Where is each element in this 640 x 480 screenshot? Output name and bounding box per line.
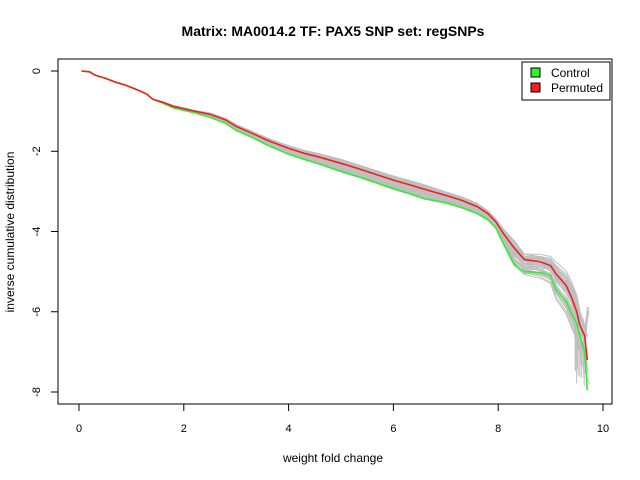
plot-frame xyxy=(57,58,613,405)
permutation-curve xyxy=(81,70,576,372)
permutation-curve xyxy=(81,70,585,386)
permutation-curve xyxy=(81,70,579,369)
series-line-control xyxy=(81,70,589,391)
legend-swatch-permuted xyxy=(530,82,541,93)
permutation-curve xyxy=(81,70,580,319)
legend-label-permuted: Permuted xyxy=(551,81,603,95)
y-tick-label: -4 xyxy=(31,227,43,237)
permutation-curve xyxy=(81,70,576,360)
legend: Control Permuted xyxy=(521,61,611,101)
permutation-curve xyxy=(81,70,585,379)
permutation-curve xyxy=(81,70,587,341)
permutation-curve xyxy=(81,70,587,376)
series-layer xyxy=(81,70,589,391)
legend-swatch-control xyxy=(530,67,541,78)
permutation-curve xyxy=(81,70,585,336)
permutation-curve xyxy=(81,70,581,377)
y-tick-label: -6 xyxy=(31,307,43,317)
permutation-curve xyxy=(81,70,584,338)
permutation-curve xyxy=(81,70,577,349)
permutation-curve xyxy=(81,70,582,378)
y-axis: 0 -2 -4 -6 -8 xyxy=(31,68,59,397)
permutation-curve xyxy=(81,70,578,336)
y-axis-label: inverse cumulative distribution xyxy=(3,152,17,313)
permutation-curve xyxy=(81,70,585,363)
permutation-curve xyxy=(81,70,583,334)
chart-title: Matrix: MA0014.2 TF: PAX5 SNP set: regSN… xyxy=(182,23,485,39)
permutation-curve xyxy=(81,70,582,323)
y-tick-label: -8 xyxy=(31,387,43,397)
permutation-curve xyxy=(81,70,584,362)
permutation-curve xyxy=(81,70,579,349)
permutation-curve xyxy=(81,70,576,338)
permutation-curve xyxy=(81,70,588,341)
legend-box xyxy=(521,61,611,101)
x-tick-label: 4 xyxy=(286,423,292,435)
y-tick-label: -2 xyxy=(31,146,43,156)
permutation-curve xyxy=(81,70,585,374)
permutation-curve xyxy=(81,70,582,367)
permutation-curve xyxy=(81,70,590,338)
permutation-curve xyxy=(81,70,586,364)
series-line-permuted xyxy=(81,70,589,360)
permutation-curve xyxy=(81,70,582,336)
legend-label-control: Control xyxy=(551,66,590,80)
permutation-curve xyxy=(81,70,589,357)
grey-permutation-curves xyxy=(81,70,590,386)
permutation-curve xyxy=(81,70,588,359)
permutation-curve xyxy=(81,70,590,328)
permutation-curve xyxy=(81,70,589,372)
x-tick-label: 0 xyxy=(76,423,82,435)
permutation-curve xyxy=(81,70,581,340)
permutation-curve xyxy=(81,70,580,344)
x-tick-label: 8 xyxy=(495,423,501,435)
x-tick-label: 10 xyxy=(597,423,609,435)
permutation-curve xyxy=(81,70,576,371)
permutation-curve xyxy=(81,70,590,385)
permutation-curve xyxy=(81,70,584,360)
x-axis: 0 2 4 6 8 10 xyxy=(76,403,609,435)
permutation-curve xyxy=(81,70,588,366)
permutation-curve xyxy=(81,70,589,337)
x-tick-label: 2 xyxy=(181,423,187,435)
permutation-curve xyxy=(81,70,586,352)
x-tick-label: 6 xyxy=(390,423,396,435)
x-axis-label: weight fold change xyxy=(282,451,383,465)
permutation-curve xyxy=(81,70,579,376)
y-tick-label: 0 xyxy=(31,68,43,74)
